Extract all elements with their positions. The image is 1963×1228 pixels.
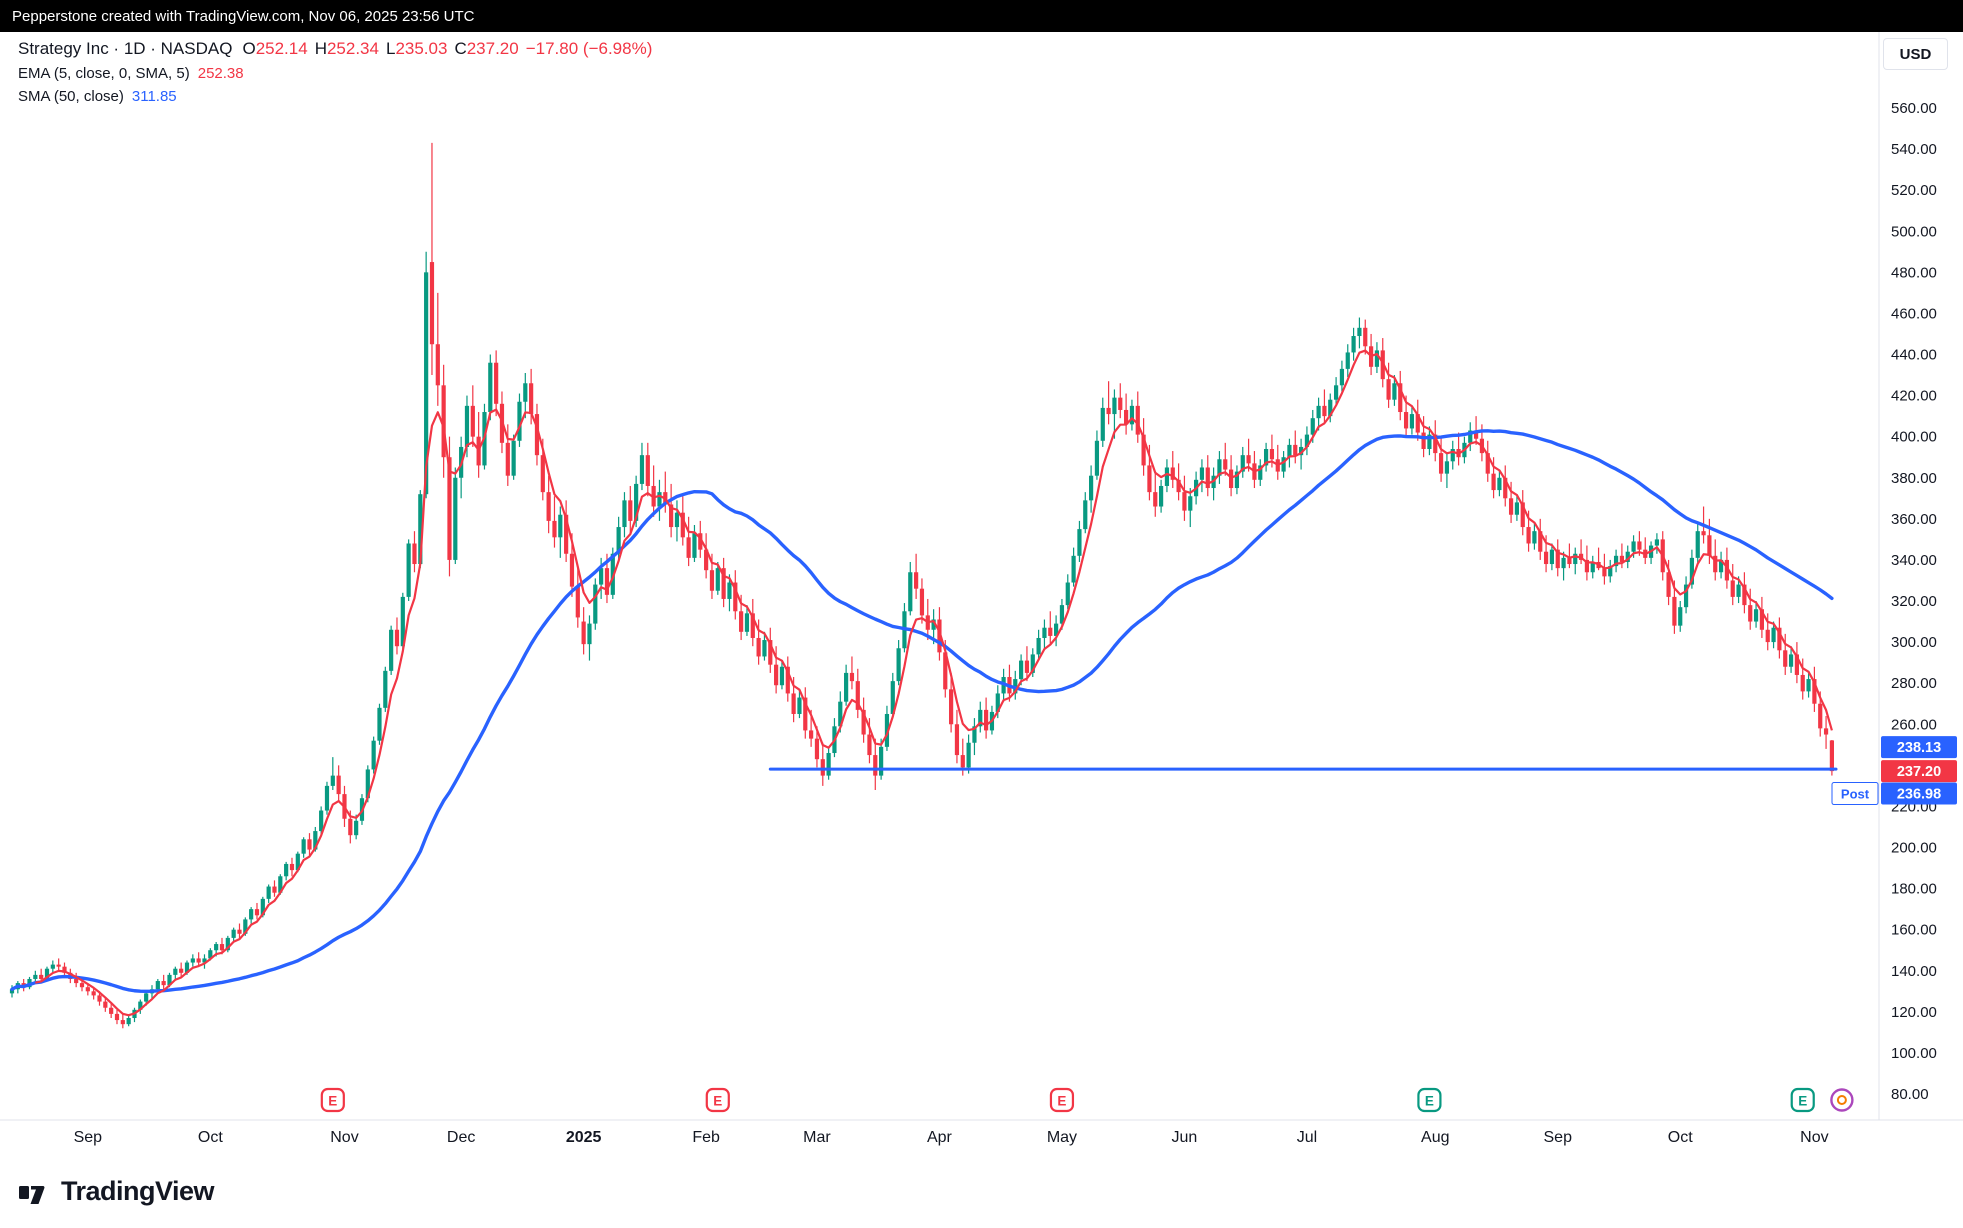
low-pair: L235.03 xyxy=(386,38,447,61)
svg-text:E: E xyxy=(328,1094,337,1109)
chart-area: 560.00 540.00 520.00 500.00 480.00 460.00 440.… xyxy=(0,32,1963,1228)
chart-legend: Strategy Inc · 1D · NASDAQ O252.14 H252.… xyxy=(18,38,652,107)
tradingview-logo-text: TradingView xyxy=(61,1176,215,1206)
svg-text:E: E xyxy=(1057,1094,1066,1109)
open-value: 252.14 xyxy=(255,39,308,58)
svg-text:Mar: Mar xyxy=(803,1129,831,1146)
svg-text:80.00: 80.00 xyxy=(1891,1086,1929,1103)
svg-text:E: E xyxy=(1798,1094,1807,1109)
high-pair: H252.34 xyxy=(315,38,379,61)
svg-text:540.00: 540.00 xyxy=(1891,141,1937,158)
tradingview-logo[interactable]: TradingView xyxy=(18,1176,215,1207)
svg-text:480.00: 480.00 xyxy=(1891,264,1937,281)
price-scale[interactable]: 560.00 540.00 520.00 500.00 480.00 460.00 440.… xyxy=(1878,32,1937,1120)
low-label: L xyxy=(385,39,396,58)
svg-text:Sep: Sep xyxy=(74,1129,103,1146)
svg-text:237.20: 237.20 xyxy=(1897,764,1941,780)
symbol-row[interactable]: Strategy Inc · 1D · NASDAQ O252.14 H252.… xyxy=(18,38,652,61)
close-pair: C237.20 xyxy=(454,38,518,61)
svg-text:Jul: Jul xyxy=(1297,1129,1317,1146)
high-label: H xyxy=(314,39,327,58)
svg-text:Jun: Jun xyxy=(1172,1129,1198,1146)
svg-text:380.00: 380.00 xyxy=(1891,470,1937,487)
svg-text:Nov: Nov xyxy=(330,1129,358,1146)
svg-text:160.00: 160.00 xyxy=(1891,922,1937,939)
open-label: O xyxy=(242,39,256,58)
svg-text:440.00: 440.00 xyxy=(1891,347,1937,364)
ema-indicator-row[interactable]: EMA (5, close, 0, SMA, 5) 252.38 xyxy=(18,64,652,84)
svg-text:100.00: 100.00 xyxy=(1891,1045,1937,1062)
svg-text:Post: Post xyxy=(1841,787,1870,802)
svg-text:420.00: 420.00 xyxy=(1891,388,1937,405)
svg-text:Feb: Feb xyxy=(692,1129,720,1146)
svg-text:340.00: 340.00 xyxy=(1891,552,1937,569)
ema-label: EMA (5, close, 0, SMA, 5) xyxy=(18,64,190,82)
svg-text:E: E xyxy=(1425,1094,1434,1109)
svg-text:Sep: Sep xyxy=(1544,1129,1573,1146)
sma-50-line[interactable] xyxy=(10,429,1834,994)
svg-text:400.00: 400.00 xyxy=(1891,429,1937,446)
svg-text:280.00: 280.00 xyxy=(1891,675,1937,692)
low-value: 235.03 xyxy=(395,39,448,58)
sma-indicator-row[interactable]: SMA (50, close) 311.85 xyxy=(18,87,652,107)
svg-text:260.00: 260.00 xyxy=(1891,716,1937,733)
candles-layer xyxy=(9,142,1834,1029)
svg-text:Dec: Dec xyxy=(447,1129,475,1146)
attribution-text: Pepperstone created with TradingView.com… xyxy=(12,7,475,25)
svg-text:Nov: Nov xyxy=(1800,1129,1828,1146)
time-scale[interactable]: Sep Oct Nov Dec 2025 Feb Mar Apr May Jun Jul Aug Sep… xyxy=(0,1119,1963,1146)
ema-value: 252.38 xyxy=(197,64,244,82)
svg-text:500.00: 500.00 xyxy=(1891,223,1937,240)
svg-text:180.00: 180.00 xyxy=(1891,881,1937,898)
open-pair: O252.14 xyxy=(242,38,307,61)
svg-text:560.00: 560.00 xyxy=(1891,100,1937,117)
svg-text:140.00: 140.00 xyxy=(1891,963,1937,980)
price-axis-badges: 238.13 237.20 Post 236.98 xyxy=(1831,736,1957,806)
close-label: C xyxy=(454,39,467,58)
svg-text:Oct: Oct xyxy=(198,1129,223,1146)
svg-text:Aug: Aug xyxy=(1421,1129,1449,1146)
symbol-description[interactable]: Strategy Inc · 1D · NASDAQ xyxy=(18,39,233,58)
svg-text:Apr: Apr xyxy=(927,1129,953,1146)
svg-text:236.98: 236.98 xyxy=(1897,787,1941,803)
svg-text:May: May xyxy=(1047,1129,1077,1146)
svg-text:120.00: 120.00 xyxy=(1891,1004,1937,1021)
high-value: 252.34 xyxy=(326,39,379,58)
change-value: −17.80 (−6.98%) xyxy=(525,39,653,58)
svg-text:360.00: 360.00 xyxy=(1891,511,1937,528)
svg-text:238.13: 238.13 xyxy=(1897,740,1941,756)
sma-label: SMA (50, close) xyxy=(18,88,124,106)
svg-text:300.00: 300.00 xyxy=(1891,634,1937,651)
svg-text:520.00: 520.00 xyxy=(1891,182,1937,199)
svg-text:320.00: 320.00 xyxy=(1891,593,1937,610)
candlestick-chart[interactable]: 560.00 540.00 520.00 500.00 480.00 460.00 440.… xyxy=(0,32,1963,1228)
tradingview-logo-icon xyxy=(19,1185,45,1204)
svg-text:Oct: Oct xyxy=(1668,1129,1693,1146)
currency-toggle-button[interactable]: USD xyxy=(1883,38,1948,70)
sma-value: 311.85 xyxy=(131,88,177,106)
attribution-bar: Pepperstone created with TradingView.com… xyxy=(0,0,1963,32)
ema-5-line[interactable] xyxy=(35,349,1833,1017)
svg-text:200.00: 200.00 xyxy=(1891,840,1937,857)
svg-text:460.00: 460.00 xyxy=(1891,305,1937,322)
close-value: 237.20 xyxy=(466,39,519,58)
svg-text:E: E xyxy=(713,1094,722,1109)
svg-text:2025: 2025 xyxy=(566,1129,602,1146)
